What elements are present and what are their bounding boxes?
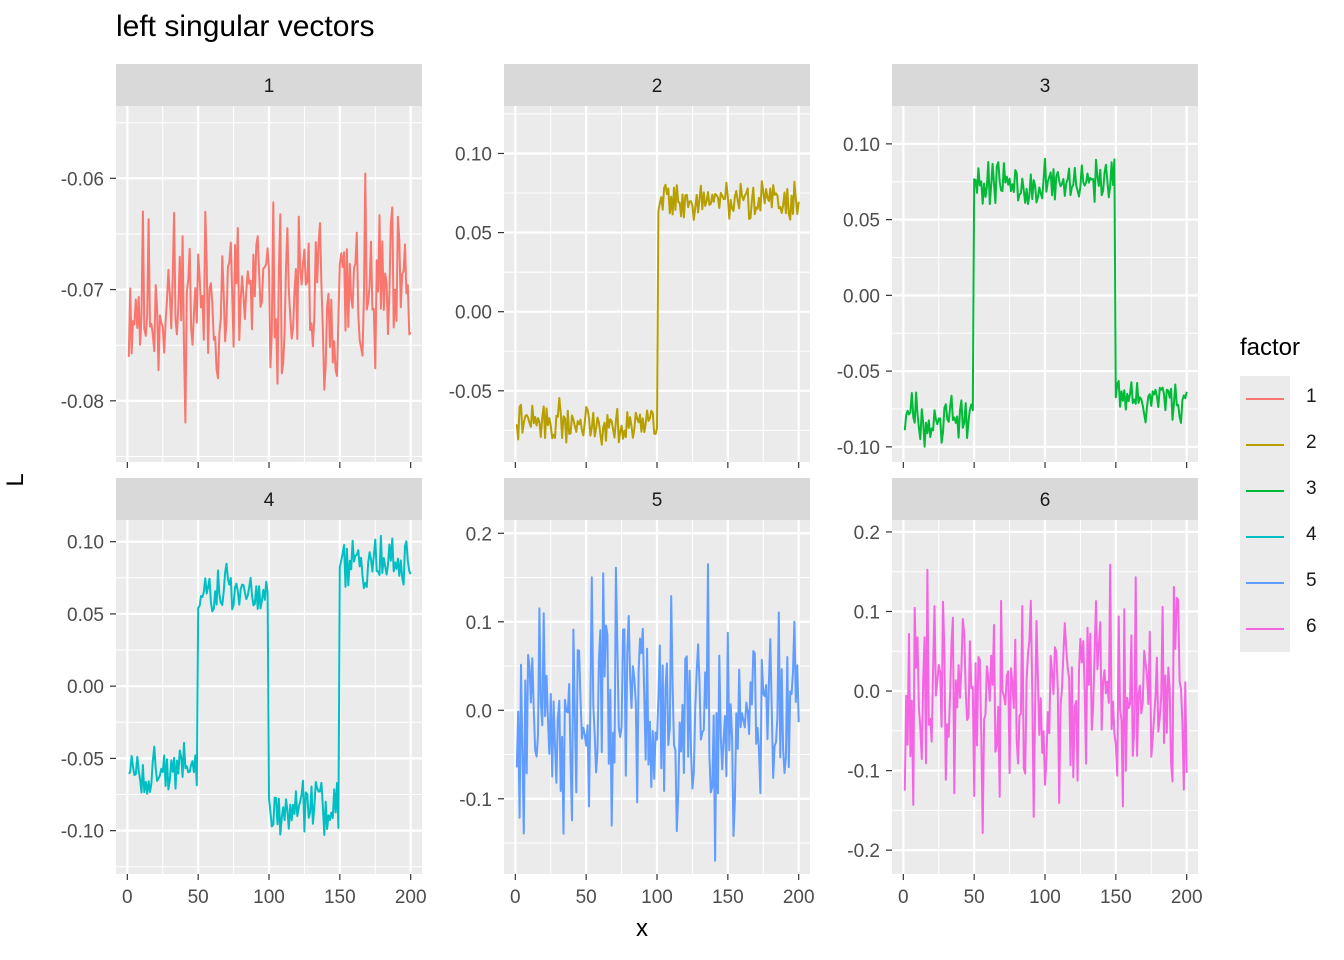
y-tick-label: -0.2	[847, 841, 880, 862]
legend-label-2: 2	[1306, 432, 1317, 453]
y-tick-label: 0.10	[455, 144, 492, 165]
legend-item-6: 6	[1240, 606, 1334, 652]
legend-label-1: 1	[1306, 386, 1317, 407]
series-line-4	[128, 534, 412, 836]
panel-4: 4 0 50 100 150 200 -0.10 -0.05 0.00 0.05 0.10	[61, 478, 427, 908]
x-tick-label: 100	[253, 887, 285, 908]
legend-key-5	[1246, 582, 1284, 584]
strip-5	[504, 478, 810, 520]
y-tick-label: 0.2	[854, 523, 880, 544]
y-tick-label: 0.0	[466, 701, 492, 722]
legend-item-5: 5	[1240, 560, 1334, 606]
legend-item-2: 2	[1240, 422, 1334, 468]
legend-key-1	[1246, 398, 1284, 400]
legend-key-6	[1246, 628, 1284, 630]
strip-label-2: 2	[652, 76, 663, 97]
legend-label-6: 6	[1306, 616, 1317, 637]
y-tick-label: -0.1	[459, 790, 492, 811]
x-tick-label: 200	[783, 887, 815, 908]
panel-1: 1 -0.08 -0.07 -0.06	[61, 64, 422, 468]
strip-1	[116, 64, 422, 106]
panel-2: 2 -0.05 0.00 0.05 0.10	[449, 64, 810, 468]
y-tick-label: 0.05	[843, 211, 880, 232]
x-tick-label: 50	[576, 887, 597, 908]
y-tick-label: -0.05	[61, 749, 104, 770]
panel-3: 3 -0.10 -0.05 0.00 0.05 0.10	[837, 64, 1198, 468]
legend-item-3: 3	[1240, 468, 1334, 514]
legend: factor 1 2 3 4 5 6	[1238, 334, 1334, 654]
x-tick-label: 0	[510, 887, 521, 908]
legend-title: factor	[1240, 334, 1301, 361]
panel-6: 6 0 50 100 150 200 -0.2 -0.1 0.0 0.1 0.2	[847, 478, 1203, 908]
y-tick-label: 0.10	[843, 135, 880, 156]
y-tick-label: -0.1	[847, 762, 880, 783]
x-tick-label: 200	[395, 887, 427, 908]
legend-key-2	[1246, 444, 1284, 446]
x-tick-label: 100	[641, 887, 673, 908]
strip-6	[892, 478, 1198, 520]
legend-key-4	[1246, 536, 1284, 538]
strip-3	[892, 64, 1198, 106]
x-tick-label: 150	[1100, 887, 1132, 908]
legend-label-5: 5	[1306, 570, 1317, 591]
x-tick-label: 100	[1029, 887, 1061, 908]
strip-label-4: 4	[264, 490, 275, 511]
x-tick-label: 50	[188, 887, 209, 908]
y-tick-label: 0.00	[67, 677, 104, 698]
y-tick-label: -0.05	[837, 362, 880, 383]
series-line-3	[903, 157, 1188, 448]
y-tick-label: -0.07	[61, 281, 104, 302]
strip-2	[504, 64, 810, 106]
x-tick-label: 150	[324, 887, 356, 908]
y-tick-label: -0.10	[837, 438, 880, 459]
x-tick-label: 0	[898, 887, 909, 908]
y-tick-label: 0.05	[67, 605, 104, 626]
series-line-6	[903, 563, 1188, 834]
strip-label-5: 5	[652, 490, 663, 511]
series-line-5	[515, 563, 800, 862]
strip-4	[116, 478, 422, 520]
legend-key-background	[1240, 376, 1290, 652]
x-axis-title: x	[636, 915, 648, 942]
y-tick-label: 0.10	[67, 533, 104, 554]
y-tick-label: 0.00	[455, 303, 492, 324]
x-tick-label: 0	[122, 887, 133, 908]
legend-item-4: 4	[1240, 514, 1334, 560]
strip-label-1: 1	[264, 76, 275, 97]
panel-5: 50 50 100 150 200-0.10.00.10.2	[459, 478, 815, 908]
y-tick-label: 0.05	[455, 224, 492, 245]
strip-label-6: 6	[1040, 490, 1051, 511]
y-tick-label: -0.06	[61, 169, 104, 190]
y-tick-label: -0.10	[61, 822, 104, 843]
chart-title: left singular vectors	[116, 10, 375, 43]
series-line-2	[515, 180, 800, 446]
legend-key-3	[1246, 490, 1284, 492]
x-tick-label: 50	[964, 887, 985, 908]
x-tick-label: 150	[712, 887, 744, 908]
legend-label-4: 4	[1306, 524, 1317, 545]
legend-item-1: 1	[1240, 376, 1334, 422]
y-tick-label: 0.1	[854, 602, 880, 623]
y-tick-label: -0.08	[61, 392, 104, 413]
x-tick-label: 200	[1171, 887, 1203, 908]
y-tick-label: -0.05	[449, 382, 492, 403]
y-tick-label: 0.0	[854, 682, 880, 703]
series-line-1	[127, 172, 412, 424]
y-axis-title: L	[2, 473, 29, 487]
strip-label-3: 3	[1040, 76, 1051, 97]
y-tick-label: 0.1	[466, 613, 492, 634]
legend-label-3: 3	[1306, 478, 1317, 499]
y-tick-label: 0.00	[843, 286, 880, 307]
y-tick-label: 0.2	[466, 524, 492, 545]
